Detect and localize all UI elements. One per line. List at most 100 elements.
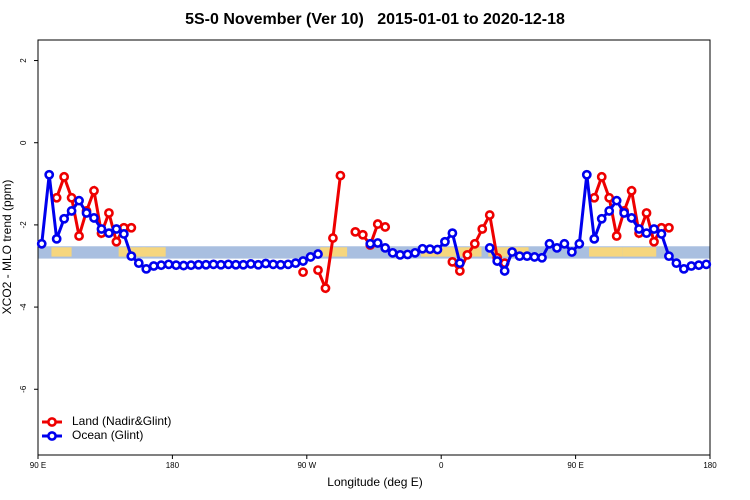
point — [350, 226, 361, 237]
point — [447, 228, 458, 239]
point — [693, 260, 704, 271]
x-tick-label: 180 — [703, 461, 717, 470]
point — [664, 222, 674, 233]
land-patch — [320, 247, 348, 257]
point — [395, 249, 406, 260]
point — [253, 259, 264, 270]
point — [462, 249, 473, 260]
point — [454, 266, 465, 276]
land-patch — [589, 247, 623, 257]
point — [193, 259, 204, 270]
land-patch — [421, 247, 482, 257]
x-tick-label: 90 E — [567, 461, 583, 470]
point — [81, 208, 92, 218]
land-patch — [142, 247, 166, 257]
point — [649, 224, 659, 234]
point — [44, 169, 55, 180]
land-patch — [51, 247, 72, 257]
plot-frame — [37, 39, 711, 456]
y-tick-label: -4 — [19, 303, 28, 311]
legend-label: Ocean (Glint) — [72, 428, 143, 442]
point — [365, 238, 376, 249]
point — [126, 251, 137, 262]
point — [604, 206, 615, 216]
point — [664, 251, 674, 262]
point — [529, 252, 540, 262]
point — [238, 259, 249, 270]
point — [357, 229, 368, 240]
point — [230, 259, 241, 270]
point — [634, 224, 644, 234]
point — [96, 224, 107, 234]
point — [328, 233, 338, 243]
point — [268, 259, 279, 270]
point — [447, 256, 458, 267]
point — [566, 247, 577, 257]
point — [425, 244, 435, 255]
point — [387, 247, 398, 258]
point — [372, 238, 383, 248]
point — [216, 259, 226, 270]
point — [432, 244, 443, 255]
land-patch — [622, 247, 657, 257]
point — [537, 252, 547, 263]
point — [111, 224, 122, 234]
point — [477, 224, 488, 234]
point — [305, 252, 316, 262]
point — [104, 228, 114, 239]
point — [514, 251, 525, 262]
point — [74, 195, 84, 206]
point — [499, 266, 510, 276]
y-tick-label: -2 — [19, 221, 28, 229]
point — [626, 213, 637, 223]
point — [619, 208, 630, 218]
point — [290, 258, 301, 269]
y-tick-label: 0 — [19, 140, 28, 145]
point — [552, 243, 562, 253]
x-tick-label: 180 — [166, 461, 180, 470]
point — [111, 236, 122, 247]
point — [596, 213, 607, 224]
point — [141, 263, 152, 274]
point — [313, 265, 323, 275]
point — [171, 260, 182, 271]
point — [507, 247, 518, 257]
point — [559, 238, 570, 249]
point — [59, 171, 70, 182]
point — [223, 259, 234, 270]
legend-marker — [47, 417, 57, 427]
x-tick-label: 90 W — [297, 461, 316, 470]
point — [380, 243, 391, 253]
point — [402, 249, 413, 260]
point — [156, 260, 167, 271]
x-axis-label: Longitude (deg E) — [327, 475, 422, 489]
point — [245, 259, 256, 269]
point — [104, 208, 114, 218]
x-tick-label: 0 — [439, 461, 444, 470]
point — [671, 258, 682, 269]
point — [201, 259, 211, 270]
point — [335, 170, 346, 181]
point — [148, 261, 159, 271]
point — [469, 238, 480, 249]
point — [611, 231, 622, 241]
point — [36, 238, 47, 249]
point — [641, 208, 652, 218]
point — [208, 259, 219, 270]
point — [118, 229, 129, 239]
point — [492, 256, 503, 266]
point — [126, 222, 137, 233]
point — [596, 171, 607, 182]
point — [186, 260, 196, 271]
point — [604, 192, 615, 203]
point — [641, 228, 652, 239]
point — [298, 256, 308, 266]
point — [544, 238, 555, 249]
point — [283, 259, 294, 270]
point — [89, 185, 99, 196]
point — [656, 229, 667, 239]
y-tick-label: 2 — [19, 58, 28, 63]
point — [454, 258, 465, 269]
point — [51, 233, 62, 244]
